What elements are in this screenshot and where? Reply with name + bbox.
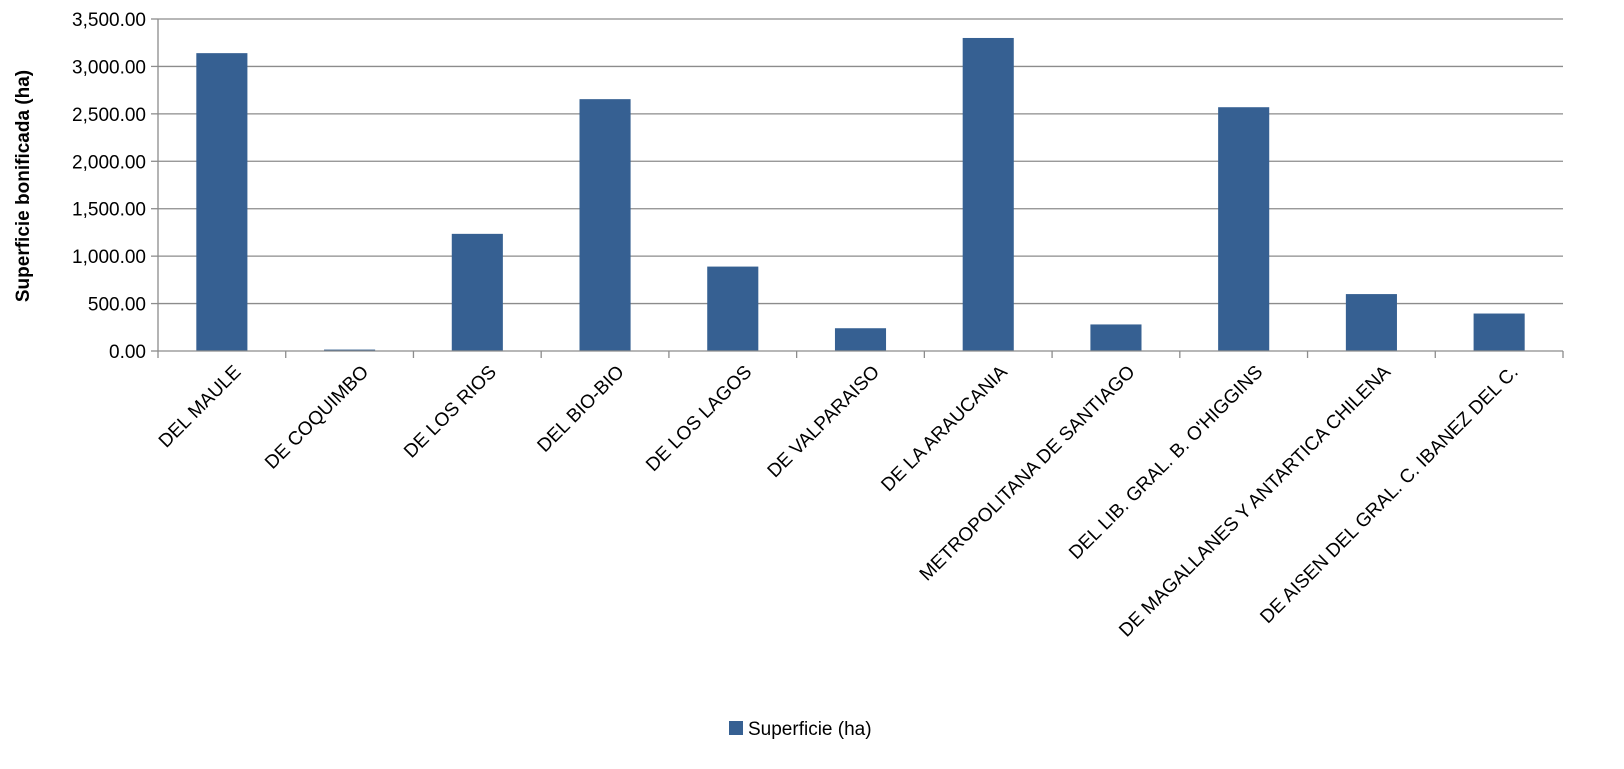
bar [834, 328, 887, 351]
category-label: DEL MAULE [155, 362, 246, 453]
bar [451, 233, 503, 351]
y-tick-label: 2,500.00 [72, 105, 146, 126]
legend-swatch [729, 721, 743, 735]
bar [1345, 294, 1397, 351]
category-label: DE COQUIMBO [261, 362, 373, 474]
bar [196, 53, 248, 352]
bar [1473, 313, 1525, 351]
category-labels: DEL MAULE DE COQUIMBO DE LOS RIOS DEL BIO-B… [155, 361, 1523, 641]
y-tick-label: 3,500.00 [72, 10, 146, 31]
y-tick-label: 3,000.00 [72, 57, 146, 78]
bar [962, 37, 1014, 351]
category-label: DEL BIO-BIO [534, 362, 629, 457]
y-tick-label: 1,000.00 [72, 247, 146, 268]
category-label: DE AISEN DEL GRAL. C. IBANEZ DEL C. [1256, 362, 1522, 628]
y-tick-label: 2,000.00 [72, 152, 146, 173]
bar [707, 266, 759, 351]
y-tick-label: 1,500.00 [72, 200, 146, 221]
category-label: METROPOLITANA DE SANTIAGO [916, 362, 1140, 586]
bar [1218, 107, 1270, 352]
category-label: DE MAGALLANES Y ANTARTICA CHILENA [1115, 361, 1395, 641]
category-label: DE LOS RIOS [400, 362, 501, 463]
category-label: DE VALPARAISO [764, 362, 884, 482]
legend: Superficie (ha) [729, 719, 872, 740]
category-label: DE LA ARAUCANIA [877, 361, 1012, 496]
y-tick-label: 0.00 [109, 342, 146, 363]
bar [324, 349, 376, 351]
bar [579, 99, 631, 351]
y-axis-label: Superficie bonificada (ha) [13, 70, 34, 302]
legend-label: Superficie (ha) [748, 719, 872, 740]
y-tick-labels: 0.00 500.00 1,000.00 1,500.00 2,000.00 2,500.… [72, 10, 146, 363]
bar [1090, 324, 1142, 351]
category-label: DE LOS LAGOS [642, 362, 756, 476]
y-tick-label: 500.00 [88, 295, 146, 316]
gridlines [158, 18, 1563, 305]
axes [151, 18, 1564, 358]
bars [196, 37, 1525, 352]
